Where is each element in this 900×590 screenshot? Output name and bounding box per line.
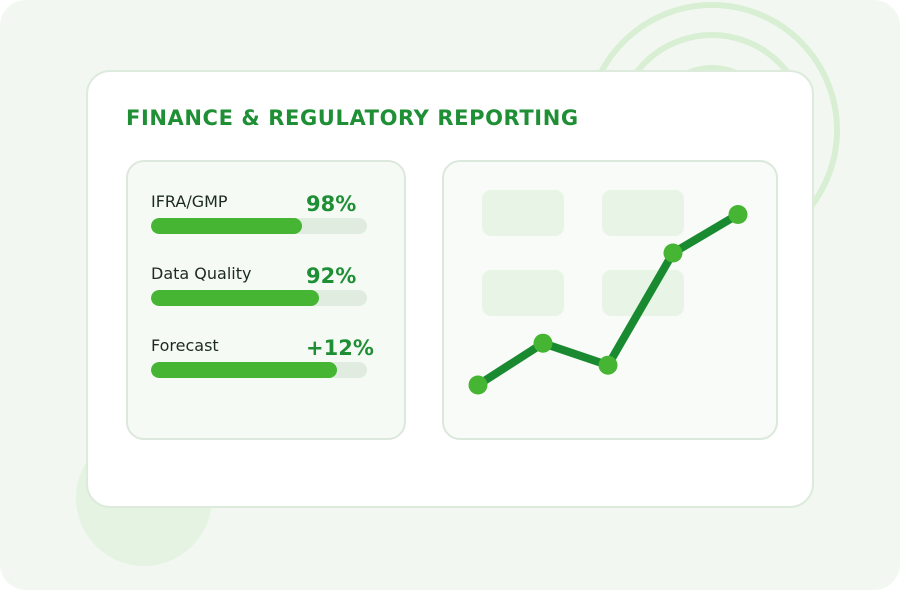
metric-data-quality: Data Quality 92% xyxy=(151,264,381,314)
metric-ifra-gmp: IFRA/GMP 98% xyxy=(151,192,381,242)
chart-panel xyxy=(442,160,778,440)
data-point-2 xyxy=(533,333,553,353)
metrics-panel: IFRA/GMP 98% Data Quality 92% Forecast +… xyxy=(126,160,406,440)
chart-placeholder-tile xyxy=(482,190,564,236)
metric-label: Forecast xyxy=(151,336,219,355)
metric-value: 92% xyxy=(306,264,357,288)
metric-label: Data Quality xyxy=(151,264,252,283)
progress-track xyxy=(151,218,367,234)
data-point-5 xyxy=(728,205,748,224)
chart-placeholder-tile xyxy=(602,190,684,236)
chart-placeholder-tile xyxy=(602,270,684,316)
data-point-3 xyxy=(598,355,618,375)
line-chart xyxy=(468,190,748,395)
progress-fill xyxy=(151,290,320,306)
report-card: FINANCE & REGULATORY REPORTING IFRA/GMP … xyxy=(86,70,814,508)
metric-value: 98% xyxy=(306,192,357,216)
data-point-4 xyxy=(663,243,683,263)
progress-fill xyxy=(151,362,337,378)
chart-placeholder-tile xyxy=(482,270,564,316)
metric-forecast: Forecast +12% xyxy=(151,336,381,386)
metric-value: +12% xyxy=(306,336,374,360)
progress-track xyxy=(151,362,367,378)
card-title: FINANCE & REGULATORY REPORTING xyxy=(126,106,579,130)
progress-fill xyxy=(151,218,303,234)
metric-label: IFRA/GMP xyxy=(151,192,228,211)
data-point-1 xyxy=(468,375,488,395)
progress-track xyxy=(151,290,367,306)
